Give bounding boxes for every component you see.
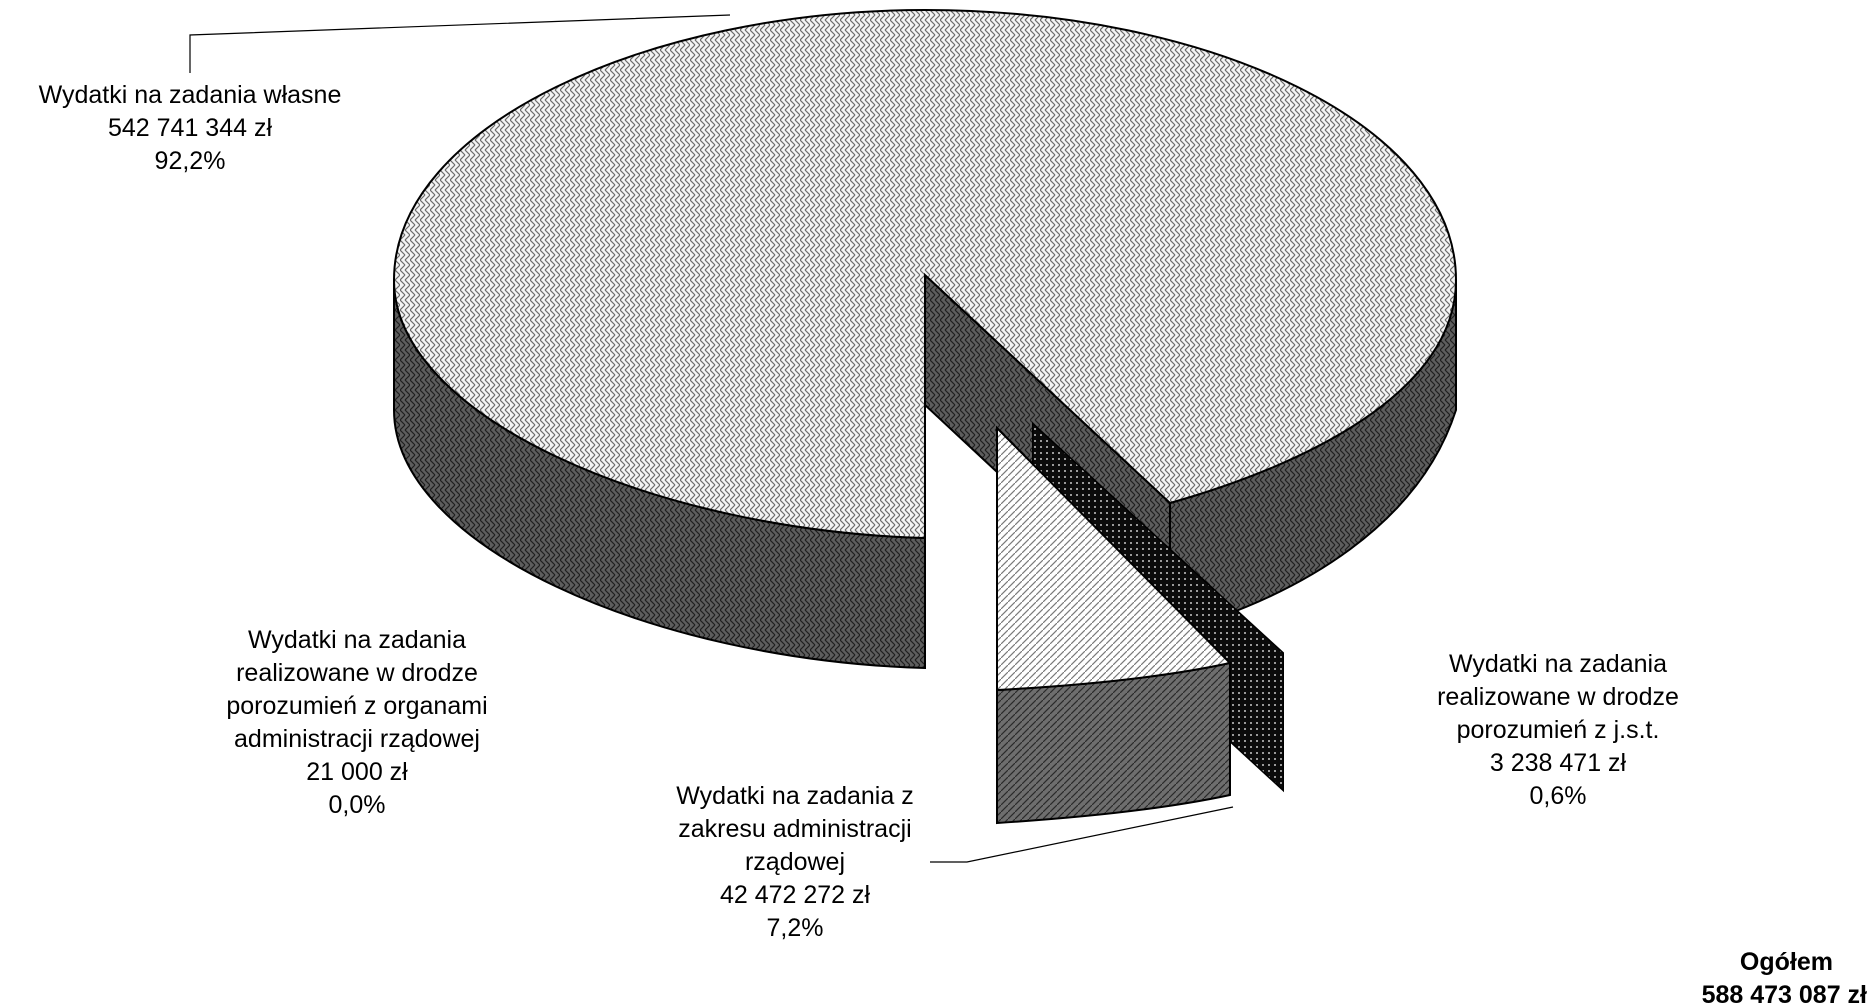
slice-label-line: porozumień z j.s.t. xyxy=(1457,716,1660,744)
slice-admin xyxy=(996,425,1232,825)
slice-label-line: rządowej xyxy=(745,848,845,876)
slice-label-wlasne: Wydatki na zadania własne 542 741 344 zł 9… xyxy=(39,81,342,175)
total-block: Ogółem 588 473 087 zł xyxy=(1702,948,1867,1008)
total-label: Ogółem xyxy=(1740,948,1833,976)
slice-label-porozumienia_admin: Wydatki na zadania realizowane w drodze po… xyxy=(226,626,487,819)
slice-admin-top xyxy=(996,425,1232,692)
slice-label-admin: Wydatki na zadania z zakresu administracj… xyxy=(676,782,913,942)
slice-label-line: realizowane w drodze xyxy=(236,659,478,687)
slice-amount: 21 000 zł xyxy=(306,758,408,786)
slice-label-jst: Wydatki na zadania realizowane w drodze po… xyxy=(1437,650,1679,810)
slice-label-line: Wydatki na zadania xyxy=(248,626,466,654)
slice-labels: Wydatki na zadania własne 542 741 344 zł 9… xyxy=(39,81,1679,942)
slice-percent: 92,2% xyxy=(155,147,226,175)
slice-label-line: Wydatki na zadania xyxy=(1449,650,1667,678)
slice-wlasne-top xyxy=(392,8,1458,540)
slice-label-line: porozumień z organami xyxy=(226,692,487,720)
leader-line-admin xyxy=(930,806,1234,863)
slice-amount: 542 741 344 zł xyxy=(108,114,272,142)
slice-amount: 3 238 471 zł xyxy=(1490,749,1627,777)
slice-percent: 0,0% xyxy=(329,791,386,819)
slice-label-line: Wydatki na zadania własne xyxy=(39,81,342,109)
slice-percent: 0,6% xyxy=(1530,782,1587,810)
total-amount: 588 473 087 zł xyxy=(1702,981,1867,1008)
slice-label-line: zakresu administracji xyxy=(678,815,911,843)
slice-amount: 42 472 272 zł xyxy=(720,881,871,909)
slice-label-line: Wydatki na zadania z xyxy=(676,782,913,810)
leader-line-wlasne xyxy=(189,14,731,73)
slice-label-line: administracji rządowej xyxy=(234,725,480,753)
slice-wlasne xyxy=(392,8,1458,670)
slice-label-line: realizowane w drodze xyxy=(1437,683,1679,711)
slice-percent: 7,2% xyxy=(767,914,824,942)
